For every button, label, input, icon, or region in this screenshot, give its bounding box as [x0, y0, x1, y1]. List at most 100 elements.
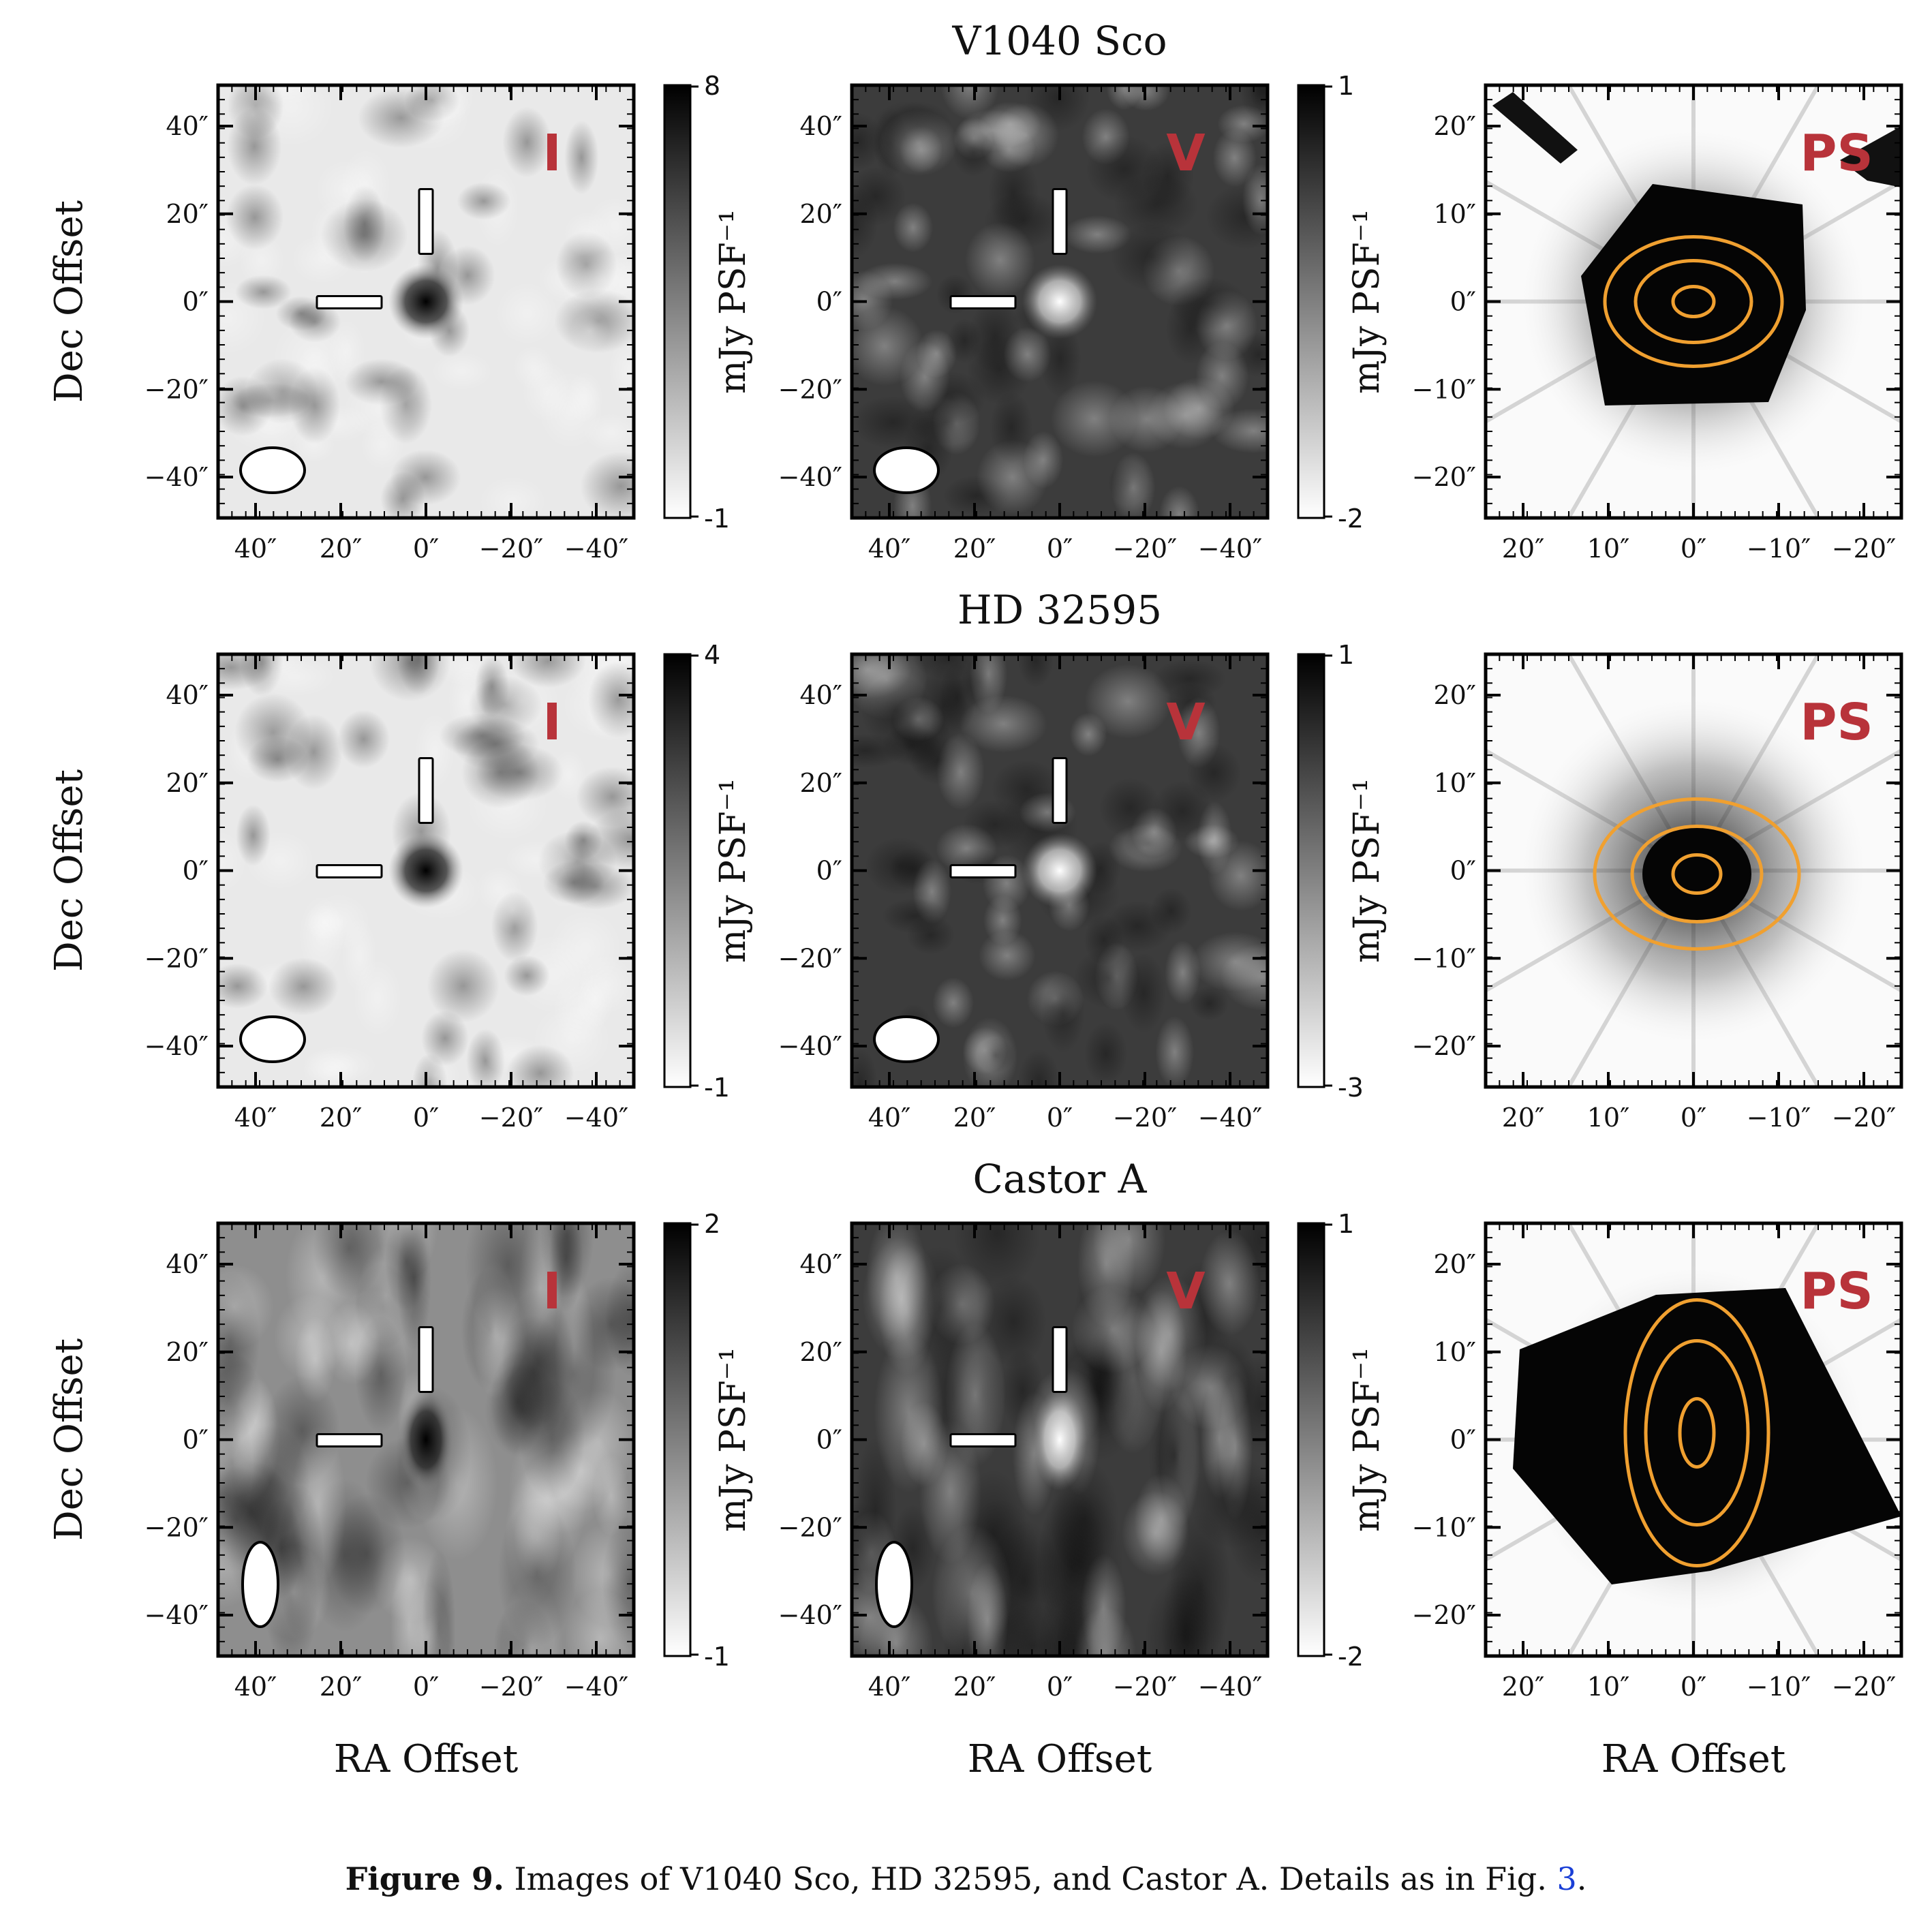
- y-tick-label: 10″: [1433, 1337, 1476, 1367]
- noise-blob: [322, 1302, 380, 1385]
- x-tick-label: −20″: [1113, 1672, 1177, 1702]
- x-tick-label: 0″: [1047, 1103, 1073, 1133]
- noise-blob: [421, 1010, 469, 1067]
- noise-blob: [461, 736, 540, 809]
- position-marker-vertical: [418, 757, 434, 824]
- noise-blob: [1133, 1275, 1207, 1393]
- colorbar: [1297, 653, 1325, 1088]
- y-tick-label: 20″: [799, 199, 842, 229]
- y-tick-label: −10″: [1412, 943, 1476, 973]
- noise-blob: [427, 949, 500, 1023]
- noise-blob: [406, 1584, 449, 1656]
- noise-blob: [1144, 1574, 1226, 1656]
- position-marker-horizontal: [949, 864, 1017, 878]
- caption-figure-link[interactable]: 3: [1557, 1860, 1577, 1897]
- noise-blob: [1189, 985, 1229, 1021]
- stokes-label: PS: [1800, 693, 1873, 752]
- y-tick-label: 20″: [1433, 111, 1476, 141]
- noise-blob: [538, 371, 604, 449]
- noise-blob: [302, 1048, 361, 1087]
- x-tick-label: −20″: [479, 1672, 543, 1702]
- stokes-label: I: [542, 1262, 562, 1321]
- noise-blob: [1189, 1455, 1268, 1549]
- noise-blob: [337, 709, 390, 769]
- colorbar-label: mJy PSF⁻¹: [713, 209, 754, 394]
- noise-blob: [1242, 164, 1268, 236]
- beam-ellipse: [875, 1541, 913, 1628]
- y-tick-label: −40″: [778, 462, 842, 492]
- noise-blob: [315, 159, 378, 221]
- noise-blob: [587, 661, 634, 738]
- caption-end: .: [1576, 1860, 1587, 1897]
- saturated-star-core: [1513, 1288, 1901, 1584]
- panel-r3-c3: PS 20″ 10″ 0″ −10″ −20″ 20″ 10″ 0″ −10″ −20″: [1412, 1221, 1903, 1702]
- position-marker-vertical: [418, 188, 434, 255]
- panel-image: [1486, 1223, 1901, 1656]
- x-tick-label: 0″: [413, 1103, 439, 1133]
- noise-blob: [965, 221, 1035, 298]
- noise-blob: [549, 1223, 583, 1313]
- beam-ellipse: [239, 1015, 306, 1063]
- panel-image: [852, 85, 1268, 518]
- x-tick-label: 40″: [868, 1672, 911, 1702]
- y-tick-label: 0″: [183, 856, 209, 886]
- saturated-star-core: [1642, 826, 1751, 922]
- y-tick-label: −20″: [144, 374, 209, 404]
- y-tick-label: −20″: [778, 943, 842, 973]
- noise-blob: [990, 391, 1033, 463]
- noise-blob: [505, 840, 567, 879]
- colorbar-min: -3: [1338, 1073, 1364, 1103]
- x-tick-label: 20″: [1502, 534, 1545, 564]
- noise-blob: [1191, 932, 1268, 992]
- x-tick-label: −40″: [1198, 534, 1262, 564]
- noise-blob: [1017, 1049, 1060, 1087]
- position-marker-horizontal: [949, 1433, 1017, 1447]
- stokes-label: PS: [1800, 1262, 1873, 1321]
- noise-blob: [313, 1223, 385, 1298]
- noise-blob: [852, 306, 925, 386]
- noise-blob: [268, 957, 339, 1016]
- noise-blob: [384, 1223, 428, 1312]
- panel-image: [218, 654, 634, 1087]
- noise-blob: [953, 1223, 1041, 1292]
- noise-blob: [562, 252, 634, 308]
- noise-blob: [1109, 386, 1184, 453]
- x-tick-label: 0″: [413, 1672, 439, 1702]
- x-axis-label-col1: RA Offset: [334, 1737, 519, 1781]
- noise-blob: [578, 954, 634, 1015]
- colorbar: [1297, 1222, 1325, 1657]
- colorbar-label: mJy PSF⁻¹: [1347, 778, 1387, 963]
- x-tick-label: 20″: [953, 534, 996, 564]
- noise-blob: [1071, 1285, 1153, 1374]
- x-tick-label: −20″: [1113, 1103, 1177, 1133]
- source-emission: [1032, 1388, 1087, 1491]
- noise-blob: [551, 750, 587, 801]
- position-marker-horizontal: [316, 864, 383, 878]
- noise-blob: [1208, 840, 1268, 912]
- y-axis-label-row2: Dec Offset: [47, 769, 91, 972]
- source-emission: [1022, 264, 1097, 339]
- x-tick-label: −20″: [479, 534, 543, 564]
- noise-blob: [576, 766, 634, 827]
- x-tick-label: 0″: [1047, 1672, 1073, 1702]
- x-tick-label: −20″: [1832, 534, 1896, 564]
- noise-blob: [234, 693, 312, 772]
- x-tick-label: −40″: [564, 534, 628, 564]
- noise-blob: [1165, 940, 1201, 1005]
- x-tick-label: 20″: [320, 1103, 363, 1133]
- noise-blob: [993, 102, 1059, 168]
- beam-ellipse: [873, 446, 940, 494]
- y-tick-label: 20″: [799, 768, 842, 798]
- source-emission: [388, 264, 463, 339]
- radio-contour: [1603, 235, 1784, 368]
- noise-blob: [580, 451, 634, 518]
- noise-blob: [506, 1044, 574, 1087]
- position-marker-vertical: [418, 1326, 434, 1393]
- noise-blob: [852, 395, 936, 449]
- caption-text: Images of V1040 Sco, HD 32595, and Casto…: [504, 1860, 1557, 1897]
- panel-r2-c2: V 40″ 20″ 0″ −20″ −40″ 40″ 20″ 0″ −20″ −40″ 1 -3 mJy …: [778, 640, 1387, 1133]
- x-tick-label: 20″: [1502, 1103, 1545, 1133]
- y-axis-label-row3: Dec Offset: [47, 1338, 91, 1541]
- stokes-label: PS: [1800, 124, 1873, 183]
- row-title: HD 32595: [957, 587, 1162, 633]
